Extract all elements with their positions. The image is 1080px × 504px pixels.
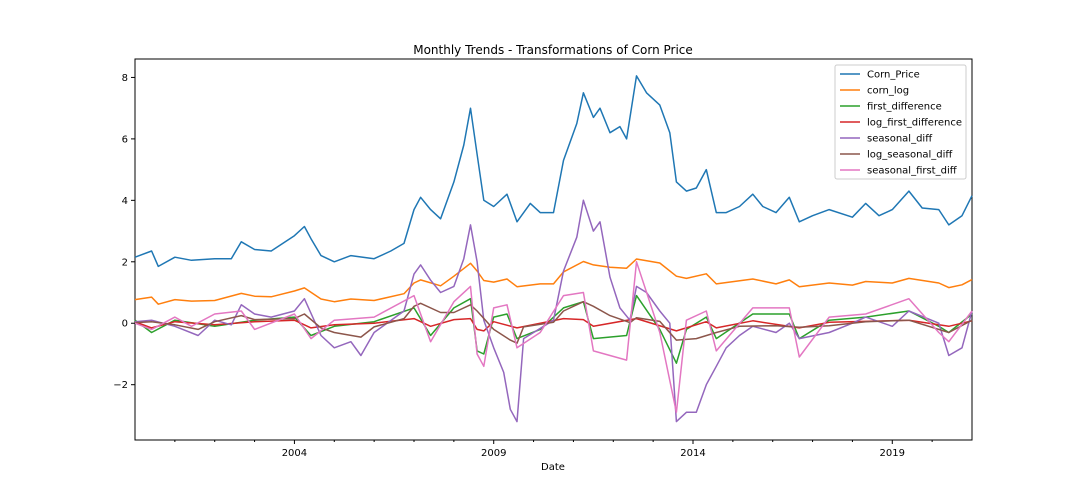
x-tick-label: 2014 [680, 448, 705, 459]
y-tick-label: 8 [122, 73, 128, 84]
series-group [134, 75, 973, 423]
series-line-corn_log [134, 258, 973, 305]
series-line-log_seasonal_diff [134, 300, 973, 344]
legend-label: log_first_difference [867, 118, 962, 129]
y-axis: −2 0 2 4 6 8 [113, 73, 135, 391]
legend-label: Corn_Price [867, 70, 920, 81]
x-tick-label: 2009 [481, 448, 506, 459]
legend: Corn_Price corn_log first_difference log_fi… [834, 64, 967, 180]
x-tick-label: 2019 [880, 448, 905, 459]
x-axis-title: Date [541, 462, 565, 473]
x-axis: 2004 2009 2014 2019 [174, 440, 933, 459]
legend-label: corn_log [867, 86, 909, 97]
series-line-Corn_Price [134, 75, 973, 268]
legend-label: seasonal_first_diff [867, 166, 958, 177]
series-line-seasonal_first_diff [134, 261, 973, 414]
series-line-first_difference [134, 294, 973, 364]
legend-box [834, 64, 967, 180]
y-tick-label: 4 [122, 196, 128, 207]
y-tick-label: 2 [122, 257, 128, 268]
x-tick-label: 2004 [282, 448, 307, 459]
legend-label: log_seasonal_diff [867, 150, 953, 161]
legend-label: seasonal_diff [867, 134, 933, 145]
legend-label: first_difference [867, 102, 942, 113]
series-line-log_first_difference [134, 317, 973, 332]
plot-area [134, 58, 973, 441]
y-tick-label: −2 [113, 380, 128, 391]
y-tick-label: 6 [122, 134, 128, 145]
y-tick-label: 0 [122, 319, 128, 330]
legend-entries: Corn_Price corn_log first_difference log_fi… [840, 70, 962, 177]
chart-title: Monthly Trends - Transformations of Corn… [413, 43, 693, 57]
